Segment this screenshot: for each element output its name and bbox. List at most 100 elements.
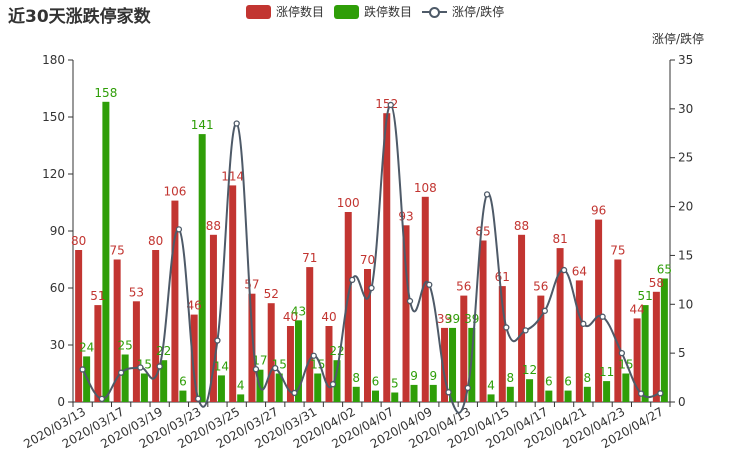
data-label-limit-up: 64 xyxy=(572,264,587,278)
limit-up-swatch xyxy=(246,4,271,19)
ratio-point xyxy=(657,390,664,397)
data-label-limit-up: 53 xyxy=(129,285,144,299)
bar-limit-up xyxy=(306,267,314,402)
data-label-limit-up: 46 xyxy=(187,299,202,313)
ratio-point xyxy=(483,191,491,198)
bar-limit-down xyxy=(102,101,110,403)
data-label-limit-up: 56 xyxy=(533,280,548,294)
legend-item-limit-up[interactable]: 涨停数目 xyxy=(246,3,324,20)
bar-limit-up xyxy=(132,301,140,402)
y-left-tick-label: 0 xyxy=(57,395,65,409)
data-label-limit-up: 152 xyxy=(375,97,398,111)
ratio-point xyxy=(329,381,337,388)
bar-limit-up xyxy=(190,314,198,402)
bar-limit-up xyxy=(383,113,391,402)
bar-limit-down xyxy=(352,386,360,402)
data-label-limit-down: 12 xyxy=(522,363,537,377)
data-label-limit-up: 56 xyxy=(456,280,471,294)
ratio-point xyxy=(233,120,240,127)
data-label-limit-up: 75 xyxy=(610,244,625,258)
ratio-point xyxy=(291,389,298,397)
bar-limit-down xyxy=(121,354,129,402)
data-label-limit-up: 93 xyxy=(398,209,413,223)
data-label-limit-up: 58 xyxy=(649,276,664,290)
data-label-limit-down: 39 xyxy=(445,312,460,326)
data-label-limit-down: 5 xyxy=(391,377,399,391)
data-label-limit-down: 8 xyxy=(584,371,592,385)
bar-limit-up xyxy=(344,212,352,402)
y-left-tick-label: 90 xyxy=(50,224,65,238)
data-label-limit-down: 8 xyxy=(506,371,514,385)
legend: 涨停数目 跌停数目 涨停/跌停 xyxy=(246,3,514,20)
bar-limit-down xyxy=(660,278,668,402)
ratio-series-line xyxy=(81,103,661,414)
data-label-limit-up: 39 xyxy=(437,312,452,326)
bar-limit-down xyxy=(449,327,457,402)
bar-limit-down xyxy=(526,379,534,402)
legend-label-limit-up: 涨停数目 xyxy=(276,5,325,19)
ratio-point xyxy=(175,226,183,233)
data-label-limit-down: 43 xyxy=(291,304,306,318)
data-label-limit-up: 70 xyxy=(360,253,375,267)
data-label-limit-down: 65 xyxy=(657,263,672,277)
ratio-point xyxy=(599,313,606,320)
y-left-tick-label: 180 xyxy=(42,53,65,67)
data-label-limit-down: 158 xyxy=(94,86,117,100)
data-label-limit-up: 88 xyxy=(206,219,221,233)
legend-item-ratio[interactable]: 涨停/跌停 xyxy=(422,3,504,20)
data-label-limit-up: 40 xyxy=(283,310,298,324)
data-label-limit-up: 100 xyxy=(337,196,360,210)
bar-limit-up xyxy=(402,225,410,402)
bar-limit-down xyxy=(487,394,495,402)
bar-limit-down xyxy=(603,381,611,402)
data-label-limit-up: 71 xyxy=(302,251,317,265)
ratio-point xyxy=(156,363,163,370)
bar-limit-down xyxy=(198,134,206,402)
bar-limit-down xyxy=(237,394,245,402)
data-label-limit-up: 44 xyxy=(629,302,644,316)
data-label-limit-down: 51 xyxy=(637,289,652,303)
data-label-limit-up: 106 xyxy=(163,185,186,199)
y-right-tick-label: 30 xyxy=(678,102,693,116)
ratio-point xyxy=(406,297,414,305)
bar-limit-up xyxy=(652,291,660,402)
y-left-tick-label: 150 xyxy=(42,110,65,124)
legend-label-limit-down: 跌停数目 xyxy=(364,5,413,19)
bar-limit-up xyxy=(556,248,564,402)
bar-limit-down xyxy=(294,320,302,402)
ratio-point xyxy=(618,349,626,357)
bar-limit-up xyxy=(248,293,256,402)
y-right-tick-label: 0 xyxy=(678,395,686,409)
ratio-point xyxy=(195,395,202,402)
data-label-limit-down: 6 xyxy=(179,375,187,389)
data-label-limit-up: 51 xyxy=(90,289,105,303)
bar-limit-up xyxy=(421,196,429,402)
data-label-limit-down: 4 xyxy=(237,378,245,392)
bar-limit-down xyxy=(217,375,225,402)
bar-limit-up xyxy=(575,280,583,402)
bar-limit-up xyxy=(171,200,179,402)
ratio-point xyxy=(445,389,452,396)
data-label-limit-down: 22 xyxy=(156,344,171,358)
data-label-limit-down: 6 xyxy=(545,375,553,389)
legend-item-limit-down[interactable]: 跌停数目 xyxy=(334,3,412,20)
ratio-point xyxy=(560,266,568,274)
data-label-limit-down: 22 xyxy=(329,344,344,358)
ratio-point xyxy=(503,324,510,331)
ratio-point xyxy=(117,369,125,376)
y-right-tick-label: 20 xyxy=(678,200,693,214)
ratio-point xyxy=(79,366,86,373)
bar-limit-down xyxy=(391,392,399,402)
data-label-limit-down: 11 xyxy=(599,365,614,379)
bar-limit-up xyxy=(152,250,160,402)
data-label-limit-down: 9 xyxy=(429,369,437,383)
y-right-tick-label: 25 xyxy=(678,151,693,165)
bar-limit-down xyxy=(160,360,168,402)
data-label-limit-up: 96 xyxy=(591,204,606,218)
bar-limit-down xyxy=(641,305,649,402)
bar-limit-up xyxy=(94,305,102,402)
bar-limit-up xyxy=(325,326,333,402)
y-left-tick-label: 30 xyxy=(50,338,65,352)
y-right-tick-label: 10 xyxy=(678,297,693,311)
